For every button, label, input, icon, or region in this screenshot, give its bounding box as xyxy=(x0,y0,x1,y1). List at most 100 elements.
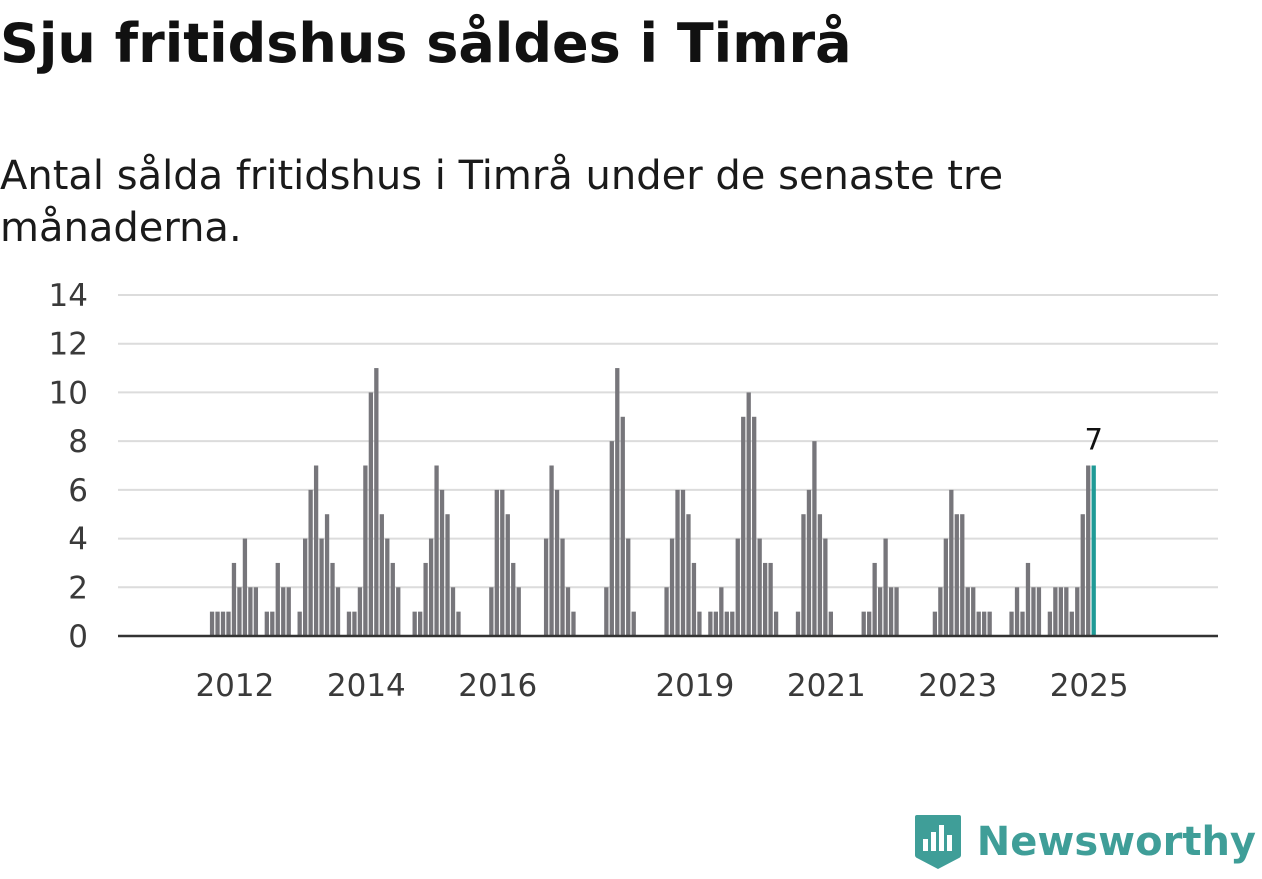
x-tick-label: 2025 xyxy=(1050,668,1129,704)
bar xyxy=(680,489,686,636)
y-tick-label: 14 xyxy=(49,278,88,314)
bar xyxy=(445,514,450,636)
bar-chart: 0 2 4 6 8 10 12 14 2012 2014 2016 2019 2021 2023 2025… xyxy=(49,278,1218,704)
bar xyxy=(757,538,762,636)
bar xyxy=(746,392,751,636)
newsworthy-chart-bubble-icon xyxy=(914,815,961,869)
bar xyxy=(817,514,823,636)
bar xyxy=(861,611,866,636)
bar xyxy=(932,611,938,636)
bar xyxy=(954,514,959,636)
x-tick-label: 2016 xyxy=(458,668,537,704)
bar xyxy=(1036,587,1042,636)
bar xyxy=(752,416,757,636)
bar xyxy=(281,587,286,636)
bar xyxy=(500,489,505,636)
bar xyxy=(264,611,269,636)
bar xyxy=(719,587,724,636)
bar xyxy=(313,465,319,636)
bar xyxy=(242,538,248,636)
bar xyxy=(450,587,456,636)
bar xyxy=(867,611,872,636)
y-tick-label: 6 xyxy=(68,473,88,509)
logo-text: Newsworthy xyxy=(976,819,1256,865)
bar xyxy=(1009,611,1014,636)
bar xyxy=(428,538,434,636)
bar xyxy=(248,587,253,636)
bar xyxy=(385,538,390,636)
bar xyxy=(319,538,324,636)
bar xyxy=(686,514,691,636)
bar xyxy=(724,611,729,636)
bar xyxy=(1080,514,1085,636)
bar xyxy=(330,562,335,636)
bar xyxy=(697,611,702,636)
bar xyxy=(823,538,828,636)
y-tick-label: 4 xyxy=(68,522,88,558)
bar xyxy=(374,368,379,636)
bar xyxy=(423,562,428,636)
bar xyxy=(379,514,384,636)
bar xyxy=(960,514,965,636)
bar xyxy=(1020,611,1025,636)
bar xyxy=(1047,611,1053,636)
bar xyxy=(335,587,341,636)
bar xyxy=(987,611,992,636)
bar xyxy=(675,489,680,636)
bar xyxy=(1075,587,1080,636)
x-tick-label: 2019 xyxy=(655,668,734,704)
bar xyxy=(226,611,231,636)
bar xyxy=(270,611,275,636)
bar xyxy=(609,441,614,636)
y-tick-label: 0 xyxy=(68,619,88,655)
bar xyxy=(741,416,746,636)
bar xyxy=(275,562,280,636)
y-axis-labels: 0 2 4 6 8 10 12 14 xyxy=(49,278,88,655)
bar xyxy=(1053,587,1058,636)
bar xyxy=(664,587,669,636)
bar xyxy=(1025,562,1031,636)
bar xyxy=(412,611,417,636)
bar xyxy=(626,538,631,636)
bar xyxy=(1069,611,1074,636)
bar xyxy=(730,611,735,636)
bar xyxy=(297,611,302,636)
bar xyxy=(357,587,363,636)
bar xyxy=(494,489,499,636)
bar xyxy=(1031,587,1036,636)
bar xyxy=(691,562,697,636)
bar xyxy=(773,611,779,636)
bar xyxy=(549,465,554,636)
bar xyxy=(209,611,215,636)
grid-lines xyxy=(118,294,1218,589)
bar xyxy=(713,611,719,636)
highlight-value-label: 7 xyxy=(1084,423,1102,457)
bar xyxy=(806,489,812,636)
bar xyxy=(456,611,461,636)
bar xyxy=(888,587,894,636)
bar xyxy=(620,416,625,636)
bar xyxy=(543,538,549,636)
x-tick-label: 2023 xyxy=(918,668,997,704)
bar xyxy=(669,538,675,636)
x-tick-label: 2021 xyxy=(787,668,866,704)
y-tick-label: 8 xyxy=(68,424,88,460)
bar xyxy=(396,587,401,636)
bar xyxy=(883,538,888,636)
bar xyxy=(604,587,609,636)
bar xyxy=(571,611,576,636)
bar xyxy=(615,368,620,636)
bar xyxy=(237,587,242,636)
bar xyxy=(1086,465,1091,636)
bar xyxy=(303,538,308,636)
bar xyxy=(352,611,357,636)
bar xyxy=(565,587,571,636)
bar xyxy=(708,611,713,636)
bar xyxy=(894,587,899,636)
bars xyxy=(209,368,1096,636)
bar xyxy=(872,562,877,636)
bar xyxy=(439,489,445,636)
bar xyxy=(511,562,516,636)
bar xyxy=(768,562,773,636)
bar xyxy=(801,514,806,636)
